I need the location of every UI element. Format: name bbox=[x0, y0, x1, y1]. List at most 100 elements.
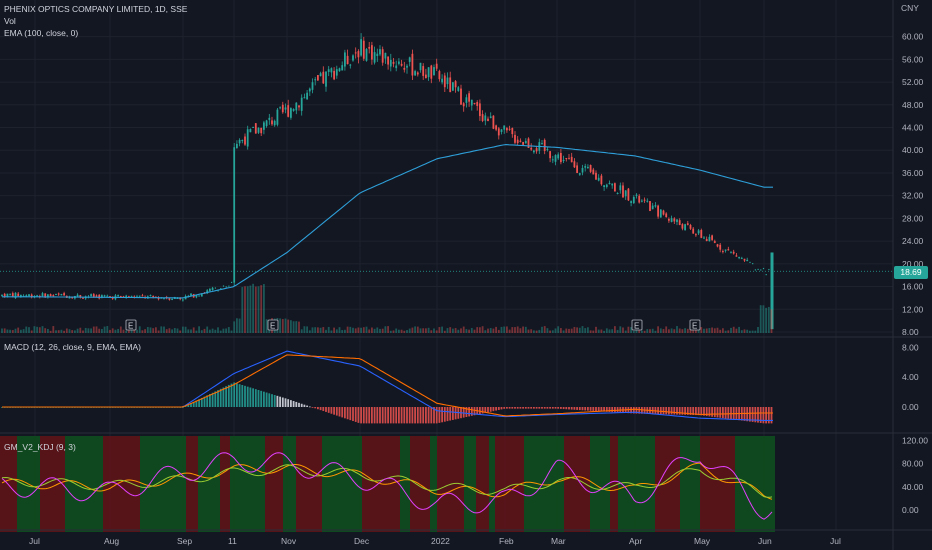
last-candle bbox=[770, 252, 774, 330]
macd-histogram-bar bbox=[333, 407, 335, 415]
volume-bar bbox=[589, 330, 592, 333]
candle bbox=[281, 104, 284, 113]
macd-histogram-bar bbox=[411, 407, 414, 424]
macd-histogram-bar bbox=[497, 407, 500, 410]
candle bbox=[263, 122, 265, 130]
macd-histogram-bar bbox=[641, 407, 643, 414]
volume-bar bbox=[11, 330, 14, 333]
volume-bar bbox=[171, 329, 173, 333]
volume-bar bbox=[44, 328, 47, 333]
candle bbox=[430, 65, 433, 79]
volume-bar bbox=[654, 330, 657, 333]
candle bbox=[408, 57, 411, 62]
volume-bar bbox=[206, 326, 209, 333]
candle bbox=[514, 134, 516, 143]
volume-bar bbox=[695, 329, 697, 333]
macd-histogram-bar bbox=[581, 407, 584, 411]
candle bbox=[354, 52, 357, 54]
volume-bar bbox=[214, 329, 217, 333]
volume-bar bbox=[425, 328, 427, 333]
candle bbox=[101, 295, 103, 298]
volume-bar bbox=[400, 329, 403, 333]
earnings-marker-label: E bbox=[270, 322, 275, 331]
macd-histogram-bar bbox=[430, 407, 433, 424]
volume-bar bbox=[138, 326, 141, 333]
time-axis-tick: Jul bbox=[29, 536, 40, 546]
candle bbox=[703, 237, 705, 239]
candle bbox=[333, 70, 335, 80]
time-axis-tick: Apr bbox=[629, 536, 642, 546]
macd-histogram-bar bbox=[487, 407, 489, 413]
macd-histogram-bar bbox=[614, 407, 616, 413]
candle bbox=[573, 161, 576, 168]
candle bbox=[524, 140, 527, 144]
macd-histogram-bar bbox=[514, 407, 516, 409]
volume-bar bbox=[33, 326, 36, 333]
candle bbox=[578, 173, 581, 175]
volume-bar bbox=[549, 330, 551, 333]
candle bbox=[171, 298, 173, 300]
macd-histogram-bar bbox=[576, 407, 578, 410]
price-axis-tick: 32.00 bbox=[902, 191, 924, 201]
candle bbox=[338, 68, 341, 72]
price-axis-tick: 52.00 bbox=[902, 77, 924, 87]
macd-histogram-bar bbox=[284, 398, 287, 407]
volume-bar bbox=[430, 330, 433, 333]
macd-histogram-bar bbox=[519, 407, 522, 409]
macd-histogram-bar bbox=[584, 407, 587, 411]
volume-bar bbox=[746, 329, 749, 333]
time-axis-tick: Nov bbox=[281, 536, 297, 546]
volume-bar bbox=[681, 329, 684, 333]
volume-bar bbox=[703, 328, 705, 333]
macd-histogram-bar bbox=[454, 407, 457, 420]
candle bbox=[595, 172, 597, 180]
macd-histogram-bar bbox=[233, 382, 236, 407]
candle bbox=[689, 225, 692, 229]
volume-bar bbox=[668, 329, 670, 333]
macd-histogram-bar bbox=[495, 407, 497, 411]
volume-bar bbox=[295, 321, 298, 333]
volume-bar bbox=[74, 330, 76, 333]
macd-histogram-bar bbox=[308, 406, 311, 408]
candle bbox=[740, 257, 743, 259]
candle bbox=[384, 52, 387, 59]
macd-histogram-bar bbox=[765, 407, 767, 424]
volume-bar bbox=[757, 327, 759, 333]
candle bbox=[57, 293, 60, 295]
macd-histogram-bar bbox=[573, 407, 576, 410]
candle bbox=[25, 295, 28, 297]
macd-histogram-bar bbox=[711, 407, 713, 417]
last-price-tag: 18.69 bbox=[894, 266, 928, 279]
candle bbox=[298, 105, 300, 108]
candle bbox=[592, 169, 595, 175]
macd-histogram-bar bbox=[767, 407, 770, 424]
candle bbox=[749, 261, 751, 264]
macd-axis-tick: 8.00 bbox=[902, 342, 919, 352]
candle bbox=[587, 166, 589, 168]
kdj-regime-band bbox=[590, 436, 610, 532]
candle bbox=[497, 128, 500, 136]
volume-bar bbox=[770, 309, 773, 333]
candle bbox=[562, 159, 565, 161]
volume-bar bbox=[165, 329, 168, 333]
volume-bar bbox=[762, 305, 765, 333]
candle bbox=[168, 298, 171, 300]
volume-bar bbox=[581, 326, 584, 333]
kdj-regime-band bbox=[464, 436, 476, 532]
volume-bar bbox=[187, 329, 190, 333]
candle bbox=[435, 63, 438, 69]
kdj-regime-band bbox=[186, 436, 198, 532]
candle bbox=[335, 69, 338, 76]
candle bbox=[306, 92, 308, 100]
volume-bar bbox=[524, 326, 527, 333]
candle bbox=[676, 219, 678, 223]
candle bbox=[722, 251, 724, 253]
macd-histogram-bar bbox=[200, 397, 203, 407]
macd-histogram-bar bbox=[192, 401, 195, 407]
candle bbox=[716, 244, 719, 247]
candle bbox=[551, 159, 554, 161]
candle bbox=[327, 69, 330, 72]
macd-histogram-bar bbox=[219, 388, 222, 407]
kdj-j-line bbox=[1, 452, 773, 520]
